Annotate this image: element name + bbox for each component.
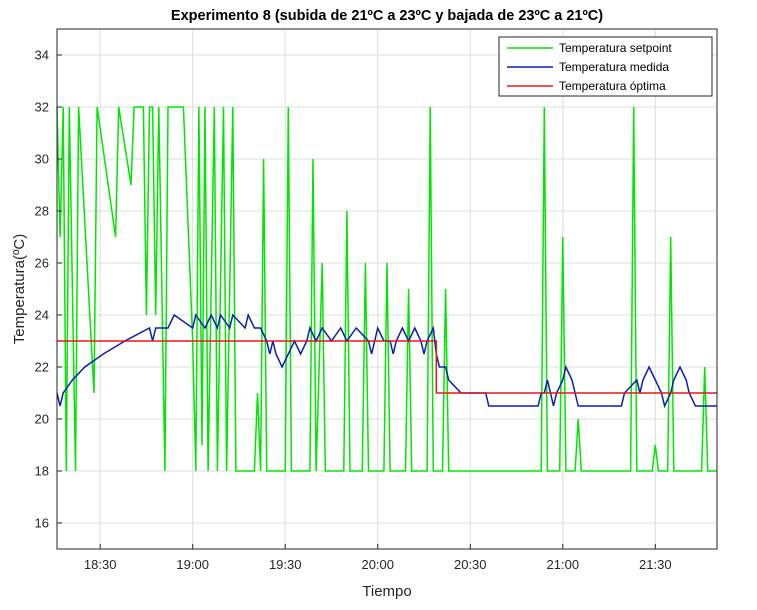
x-tick-label: 21:00 (547, 557, 580, 572)
y-tick-label: 30 (35, 152, 49, 167)
axis-ticks: 18:30 19:00 19:30 20:00 20:30 21:00 21:30 16 18 2… (35, 48, 672, 573)
y-tick-label: 20 (35, 412, 49, 427)
x-axis-title: Tiempo (362, 583, 411, 600)
legend: Temperatura setpoint Temperatura medida … (498, 36, 713, 97)
series-line-setpoint (56, 106, 717, 472)
legend-label-medida: Temperatura medida (559, 60, 669, 74)
legend-label-setpoint: Temperatura setpoint (559, 41, 672, 55)
y-tick-label: 28 (35, 204, 49, 219)
x-tick-label: 19:30 (269, 557, 302, 572)
plot-frame (56, 28, 718, 550)
chart-title: Experimento 8 (subida de 21ºC a 23ºC y b… (171, 8, 603, 24)
legend-label-optima: Temperatura óptima (559, 79, 666, 93)
y-tick-label: 16 (35, 516, 49, 531)
y-tick-label: 22 (35, 360, 49, 375)
y-tick-label: 34 (35, 48, 49, 63)
y-tick-label: 24 (35, 308, 49, 323)
y-tick-label: 26 (35, 256, 49, 271)
x-tick-label: 20:30 (454, 557, 487, 572)
y-axis-title: Temperatura(ºC) (11, 234, 28, 345)
series-lines (56, 106, 717, 472)
x-tick-label: 18:30 (84, 557, 117, 572)
y-tick-label: 32 (35, 100, 49, 115)
x-tick-label: 19:00 (176, 557, 209, 572)
y-tick-label: 18 (35, 464, 49, 479)
x-tick-label: 21:30 (639, 557, 672, 572)
series-line-optima (57, 340, 717, 394)
x-tick-label: 20:00 (361, 557, 394, 572)
